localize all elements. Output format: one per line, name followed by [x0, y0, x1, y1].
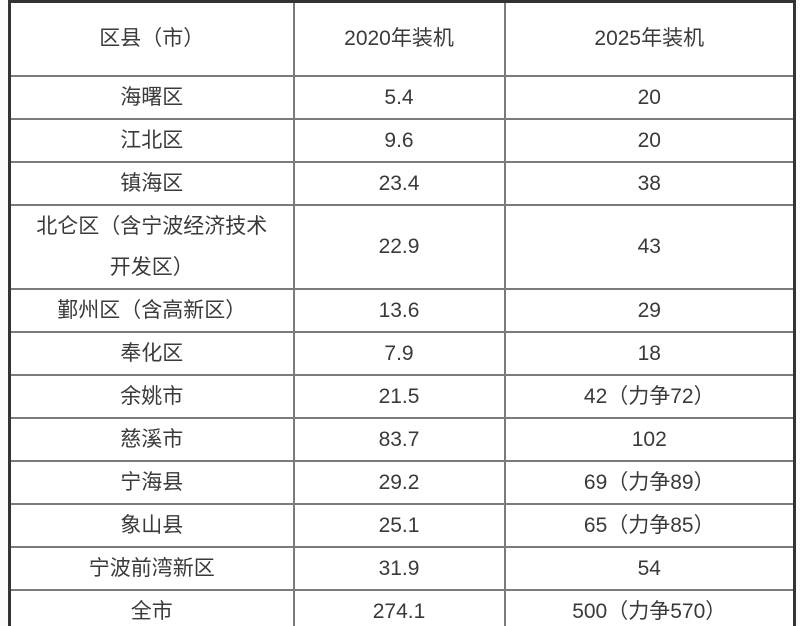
district-cell: 北仑区（含宁波经济技术开发区） [8, 203, 295, 290]
value-2020-cell: 13.6 [292, 287, 506, 333]
value-2020-cell: 274.1 [292, 588, 506, 626]
value-2025-cell: 20 [503, 117, 796, 163]
header-row: 区县（市） 2020年装机 2025年装机 [8, 0, 796, 77]
value-2025-cell: 43 [503, 203, 796, 290]
value-2020-cell: 25.1 [292, 502, 506, 548]
value-2025-cell: 29 [503, 287, 796, 333]
value-2020-cell: 83.7 [292, 416, 506, 462]
installed-capacity-table: 区县（市） 2020年装机 2025年装机 海曙区 5.4 20 江北区 9.6 20 镇海… [8, 0, 796, 626]
value-2025-cell: 54 [503, 545, 796, 591]
value-2020-cell: 31.9 [292, 545, 506, 591]
table-row: 奉化区 7.9 18 [8, 330, 796, 376]
district-cell: 海曙区 [8, 74, 295, 120]
value-2020-cell: 21.5 [292, 373, 506, 419]
value-2025-cell: 65（力争85） [503, 502, 796, 548]
table-body: 海曙区 5.4 20 江北区 9.6 20 镇海区 23.4 38 北仑区（含宁波经济技术开发区）… [8, 74, 796, 626]
district-cell: 宁海县 [8, 459, 295, 505]
value-2025-cell: 69（力争89） [503, 459, 796, 505]
column-header-district: 区县（市） [8, 0, 295, 77]
value-2020-cell: 7.9 [292, 330, 506, 376]
column-header-2020: 2020年装机 [292, 0, 506, 77]
district-cell: 宁波前湾新区 [8, 545, 295, 591]
value-2020-cell: 29.2 [292, 459, 506, 505]
district-cell: 鄞州区（含高新区） [8, 287, 295, 333]
value-2020-cell: 22.9 [292, 203, 506, 290]
value-2020-cell: 9.6 [292, 117, 506, 163]
value-2025-cell: 38 [503, 160, 796, 206]
district-cell: 江北区 [8, 117, 295, 163]
column-header-2025: 2025年装机 [503, 0, 796, 77]
district-cell: 奉化区 [8, 330, 295, 376]
district-cell: 镇海区 [8, 160, 295, 206]
table-row: 镇海区 23.4 38 [8, 160, 796, 206]
table-row: 宁波前湾新区 31.9 54 [8, 545, 796, 591]
value-2020-cell: 5.4 [292, 74, 506, 120]
value-2025-cell: 500（力争570） [503, 588, 796, 626]
table-row: 江北区 9.6 20 [8, 117, 796, 163]
value-2025-cell: 102 [503, 416, 796, 462]
table-row: 全市 274.1 500（力争570） [8, 588, 796, 626]
value-2025-cell: 18 [503, 330, 796, 376]
table-row: 北仑区（含宁波经济技术开发区） 22.9 43 [8, 203, 796, 290]
table-row: 象山县 25.1 65（力争85） [8, 502, 796, 548]
district-cell: 余姚市 [8, 373, 295, 419]
value-2020-cell: 23.4 [292, 160, 506, 206]
district-cell: 慈溪市 [8, 416, 295, 462]
table-row: 余姚市 21.5 42（力争72） [8, 373, 796, 419]
value-2025-cell: 42（力争72） [503, 373, 796, 419]
table-row: 海曙区 5.4 20 [8, 74, 796, 120]
district-cell: 象山县 [8, 502, 295, 548]
table-row: 宁海县 29.2 69（力争89） [8, 459, 796, 505]
table-row: 鄞州区（含高新区） 13.6 29 [8, 287, 796, 333]
value-2025-cell: 20 [503, 74, 796, 120]
table-row: 慈溪市 83.7 102 [8, 416, 796, 462]
district-cell: 全市 [8, 588, 295, 626]
